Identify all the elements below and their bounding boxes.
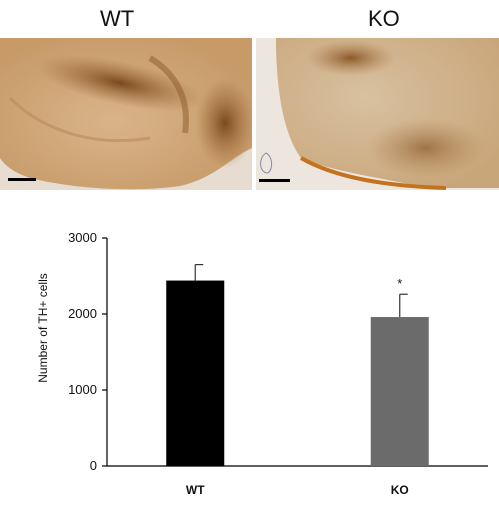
y-tick-label-1: 1000 bbox=[68, 382, 97, 397]
bar-ko bbox=[370, 317, 429, 466]
panel-label-ko: KO bbox=[368, 6, 400, 31]
y-tick-label-3: 3000 bbox=[68, 230, 97, 245]
bar-wt bbox=[166, 280, 225, 466]
y-tick-label-2: 2000 bbox=[68, 306, 97, 321]
micrograph-wt-image bbox=[0, 38, 252, 190]
scale-bar-ko bbox=[259, 179, 290, 182]
bar-chart: Number of TH+ cells 0 1000 2000 3000 WT * KO bbox=[36, 230, 488, 497]
x-tick-label-ko: KO bbox=[391, 483, 409, 497]
y-tick-label-0: 0 bbox=[90, 458, 97, 473]
micrograph-wt bbox=[0, 38, 252, 190]
y-axis-label: Number of TH+ cells bbox=[36, 273, 50, 382]
micrograph-ko-image bbox=[256, 38, 499, 190]
panel-label-wt: WT bbox=[100, 6, 135, 31]
significance-ko: * bbox=[397, 276, 402, 291]
micrograph-ko bbox=[256, 38, 499, 190]
x-tick-label-wt: WT bbox=[186, 483, 205, 497]
scale-bar-wt bbox=[8, 178, 36, 181]
